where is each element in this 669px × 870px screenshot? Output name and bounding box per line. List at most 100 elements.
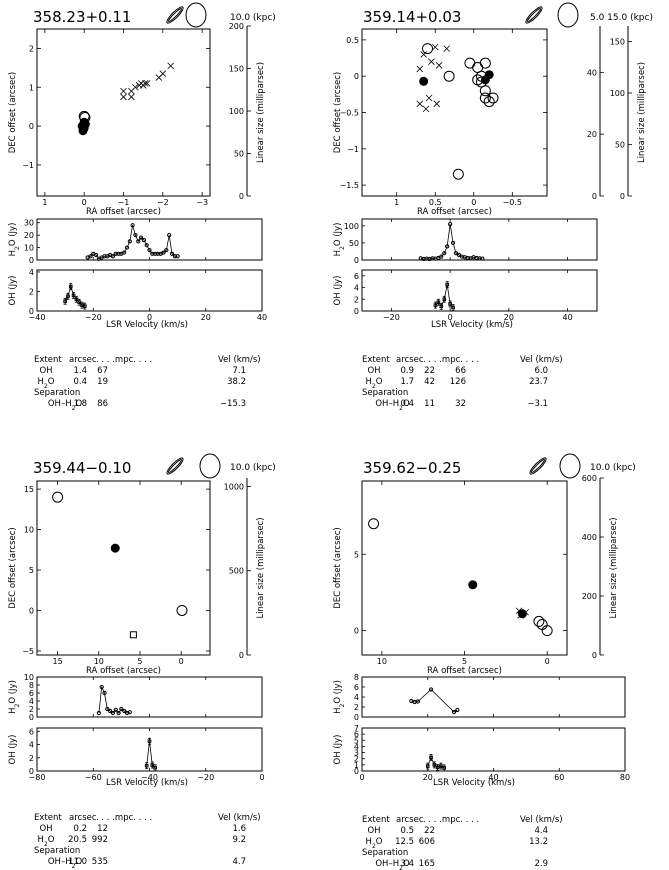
h2o-spectrum-point [124,245,130,250]
scale-tick-label: 100 [229,107,244,116]
oh-ytick-label: 7 [354,724,359,733]
table-row-label: OH [39,366,52,376]
h2o-cross-marker [433,100,441,108]
oh-ylabel-part: OH (Jy) [333,735,343,765]
beam-ellipse-inner-icon [168,8,182,22]
map-xtick-label: −0.5 [503,198,522,207]
oh-ylabel-part: OH (Jy) [8,735,18,765]
velocity-xlabel: LSR Velocity (km/s) [106,778,188,788]
h2o-spectrum-point [116,710,121,716]
beam-circle-icon [199,453,221,479]
h2o-spectrum-point [164,247,169,253]
sep-row-label-part: 2 [72,405,76,412]
table-header: Vel (km/s) [520,355,563,365]
velocity-tick-label: 80 [620,773,630,782]
oh-spectrum-point [451,305,455,310]
table-header: Extent [34,813,62,823]
map-xlabel: RA offset (arcsec) [86,666,161,676]
oh-marker [176,604,188,616]
oh-spectrum-point [429,755,433,760]
h2o-ytick-label: 2 [29,705,34,714]
h2o-spectrum-line [411,688,458,713]
h2o-ytick-label: 10 [24,673,34,682]
table-row-label-part: H [366,377,372,387]
oh-spectrum-point [436,300,441,305]
map-ylabel: DEC offset (arcsec) [333,72,343,153]
h2o-ytick-label: 0 [29,256,34,265]
map-ytick-label: 0 [354,72,359,81]
oh-spectrum-point [439,764,443,768]
velocity-tick-label: 0 [359,773,364,782]
oh-ylabel: OH (Jy) [333,735,343,765]
map-xtick-label: 0 [471,198,476,207]
h2o-spectrum-point [167,233,172,238]
scale-tick-label: 0 [239,651,244,660]
oh-ytick-label: 1 [354,761,359,770]
h2o-spectrum-point [453,251,459,256]
table-row-label-part: H [38,377,44,387]
velocity-tick-label: −20 [197,773,214,782]
oh-marker [452,168,464,180]
h2o-cross-marker [141,80,149,87]
h2o-spectrum-point [456,252,462,257]
h2o-ylabel-part: 2 [14,704,21,708]
sep-row-label-part: O [75,399,82,409]
h2o-spectrum-point [113,707,118,712]
oh-spectrum-point [439,304,444,309]
oh-spectrum-point [442,766,446,770]
oh-marker [443,70,455,82]
table-cell: 4.4 [534,826,548,836]
oh-spectrum-point [68,284,73,289]
h2o-spectrum-point [138,235,144,240]
h2o-spectrum-point [127,710,132,715]
h2o-ytick-label: 0 [354,713,359,722]
oh-ylabel: OH (Jy) [8,276,18,306]
h2o-spectrum-point [415,699,420,704]
table-cell: 38.2 [227,377,246,387]
scale-ylabel: Linear size (milliparsec) [637,62,647,163]
map-ytick-label: −0.5 [340,109,359,118]
scale-tick-label: 400 [582,533,597,542]
beam-ellipse-inner-icon [531,459,545,473]
table-cell: 23.7 [529,377,548,387]
sep-row-label: OH–H2O [48,857,83,870]
panel-title: 359.62−0.25 [363,459,461,477]
oh-spectrum-point [425,764,430,768]
h2o-cross-marker [443,45,451,52]
h2o-square-marker [129,631,137,639]
velocity-xlabel: LSR Velocity (km/s) [106,320,188,330]
velocity-xlabel: LSR Velocity (km/s) [431,320,513,330]
table-header: Extent [34,355,62,365]
velocity-tick-label: 0 [147,313,152,322]
map-ytick-label: −5 [22,647,34,656]
table-cell: 126 [450,377,466,387]
scale-tick-label: 200 [582,592,597,601]
sep-cell: 11 [424,399,435,409]
h2o-ylabel-part: (Jy) [333,223,343,240]
map-xtick-label: 0 [82,198,87,207]
oh-spectrum-point [147,739,152,744]
oh-marker [368,518,380,530]
oh-ylabel: OH (Jy) [8,735,18,765]
h2o-ytick-label: 4 [29,697,34,706]
h2o-ytick-label: 30 [24,219,34,228]
h2o-ytick-label: 8 [29,681,34,690]
separation-label: Separation [34,846,80,856]
h2o-spectrum-point [96,710,101,716]
beam-ellipse-icon [529,457,547,475]
sep-cell: −15.3 [220,399,246,409]
oh-spectrum-point [71,293,76,298]
table-row-label-part: 2 [44,383,48,390]
table-cell: 992 [92,835,108,845]
h2o-ylabel-part: H [8,250,18,256]
oh-spectrum-point [153,765,157,770]
velocity-tick-label: −40 [29,313,46,322]
velocity-xlabel: LSR Velocity (km/s) [433,778,515,788]
map-ytick-label: −1 [22,161,34,170]
map-xtick-label: −2 [157,198,169,207]
map-xtick-label: 15 [53,657,63,666]
scale-tick-label: 1000 [224,482,244,491]
table-cell: 13.2 [529,837,548,847]
map-xtick-label: 0.5 [429,198,442,207]
